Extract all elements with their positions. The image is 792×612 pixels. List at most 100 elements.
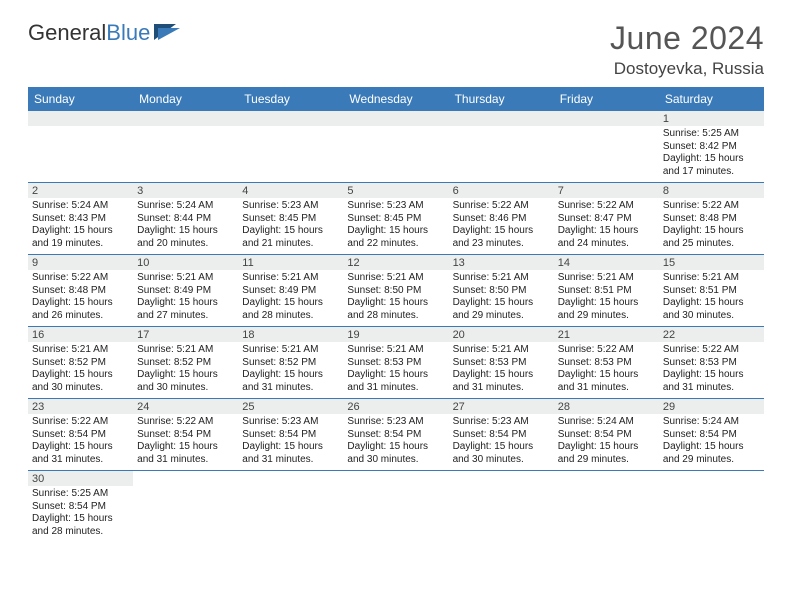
month-title: June 2024 bbox=[610, 20, 764, 57]
day-number: 17 bbox=[133, 327, 238, 342]
day-info: Sunrise: 5:23 AMSunset: 8:54 PMDaylight:… bbox=[347, 416, 444, 466]
sunset-line: Sunset: 8:45 PM bbox=[347, 213, 444, 226]
daylight-line: Daylight: 15 hours and 28 minutes. bbox=[242, 297, 339, 322]
location-label: Dostoyevka, Russia bbox=[610, 59, 764, 79]
day-number: 6 bbox=[449, 183, 554, 198]
daylight-line: Daylight: 15 hours and 26 minutes. bbox=[32, 297, 129, 322]
sunset-line: Sunset: 8:54 PM bbox=[663, 429, 760, 442]
sunset-line: Sunset: 8:52 PM bbox=[32, 357, 129, 370]
calendar-cell: 27Sunrise: 5:23 AMSunset: 8:54 PMDayligh… bbox=[449, 399, 554, 471]
calendar-cell: 3Sunrise: 5:24 AMSunset: 8:44 PMDaylight… bbox=[133, 183, 238, 255]
sunrise-line: Sunrise: 5:21 AM bbox=[663, 272, 760, 285]
calendar-cell: 8Sunrise: 5:22 AMSunset: 8:48 PMDaylight… bbox=[659, 183, 764, 255]
day-info: Sunrise: 5:21 AMSunset: 8:52 PMDaylight:… bbox=[32, 344, 129, 394]
sunrise-line: Sunrise: 5:24 AM bbox=[558, 416, 655, 429]
day-info: Sunrise: 5:22 AMSunset: 8:53 PMDaylight:… bbox=[558, 344, 655, 394]
brand-name-b: Blue bbox=[106, 20, 150, 45]
daylight-line: Daylight: 15 hours and 31 minutes. bbox=[242, 369, 339, 394]
day-number: 1 bbox=[659, 111, 764, 126]
day-info: Sunrise: 5:21 AMSunset: 8:50 PMDaylight:… bbox=[347, 272, 444, 322]
sunset-line: Sunset: 8:46 PM bbox=[453, 213, 550, 226]
day-info: Sunrise: 5:24 AMSunset: 8:54 PMDaylight:… bbox=[558, 416, 655, 466]
daylight-line: Daylight: 15 hours and 31 minutes. bbox=[137, 441, 234, 466]
calendar-cell: 11Sunrise: 5:21 AMSunset: 8:49 PMDayligh… bbox=[238, 255, 343, 327]
calendar-cell-empty bbox=[554, 471, 659, 543]
weekday-header: Thursday bbox=[449, 87, 554, 111]
daylight-line: Daylight: 15 hours and 23 minutes. bbox=[453, 225, 550, 250]
weekday-header: Friday bbox=[554, 87, 659, 111]
daylight-line: Daylight: 15 hours and 31 minutes. bbox=[663, 369, 760, 394]
day-number: 18 bbox=[238, 327, 343, 342]
sunset-line: Sunset: 8:53 PM bbox=[663, 357, 760, 370]
brand-name: GeneralBlue bbox=[28, 20, 150, 46]
daylight-line: Daylight: 15 hours and 31 minutes. bbox=[32, 441, 129, 466]
daylight-line: Daylight: 15 hours and 19 minutes. bbox=[32, 225, 129, 250]
sunset-line: Sunset: 8:52 PM bbox=[242, 357, 339, 370]
day-number: 23 bbox=[28, 399, 133, 414]
calendar-body: 1Sunrise: 5:25 AMSunset: 8:42 PMDaylight… bbox=[28, 111, 764, 542]
calendar-cell-empty bbox=[133, 111, 238, 183]
day-number-empty bbox=[554, 111, 659, 126]
sunset-line: Sunset: 8:54 PM bbox=[32, 501, 129, 514]
daylight-line: Daylight: 15 hours and 30 minutes. bbox=[347, 441, 444, 466]
calendar-cell: 14Sunrise: 5:21 AMSunset: 8:51 PMDayligh… bbox=[554, 255, 659, 327]
sunrise-line: Sunrise: 5:23 AM bbox=[453, 416, 550, 429]
sunrise-line: Sunrise: 5:25 AM bbox=[663, 128, 760, 141]
day-info: Sunrise: 5:21 AMSunset: 8:49 PMDaylight:… bbox=[242, 272, 339, 322]
daylight-line: Daylight: 15 hours and 22 minutes. bbox=[347, 225, 444, 250]
calendar-cell-empty bbox=[659, 471, 764, 543]
day-info: Sunrise: 5:21 AMSunset: 8:52 PMDaylight:… bbox=[137, 344, 234, 394]
daylight-line: Daylight: 15 hours and 24 minutes. bbox=[558, 225, 655, 250]
day-number-empty bbox=[449, 111, 554, 126]
sunset-line: Sunset: 8:49 PM bbox=[242, 285, 339, 298]
daylight-line: Daylight: 15 hours and 31 minutes. bbox=[347, 369, 444, 394]
day-number: 4 bbox=[238, 183, 343, 198]
sunset-line: Sunset: 8:54 PM bbox=[137, 429, 234, 442]
sunset-line: Sunset: 8:50 PM bbox=[347, 285, 444, 298]
day-info: Sunrise: 5:23 AMSunset: 8:45 PMDaylight:… bbox=[242, 200, 339, 250]
day-number: 5 bbox=[343, 183, 448, 198]
calendar-cell: 13Sunrise: 5:21 AMSunset: 8:50 PMDayligh… bbox=[449, 255, 554, 327]
calendar-cell: 29 Sunrise: 5:24 AMSunset: 8:54 PMDayligh… bbox=[659, 399, 764, 471]
calendar-cell: 30Sunrise: 5:25 AMSunset: 8:54 PMDayligh… bbox=[28, 471, 133, 543]
calendar-cell-empty bbox=[554, 111, 659, 183]
weekday-header: Tuesday bbox=[238, 87, 343, 111]
day-number: 9 bbox=[28, 255, 133, 270]
day-info: Sunrise: 5:23 AMSunset: 8:54 PMDaylight:… bbox=[242, 416, 339, 466]
day-info: Sunrise: 5:24 AMSunset: 8:54 PMDaylight:… bbox=[663, 416, 760, 466]
sunrise-line: Sunrise: 5:22 AM bbox=[137, 416, 234, 429]
calendar-row: 23Sunrise: 5:22 AMSunset: 8:54 PMDayligh… bbox=[28, 399, 764, 471]
calendar-cell: 7Sunrise: 5:22 AMSunset: 8:47 PMDaylight… bbox=[554, 183, 659, 255]
title-block: June 2024 Dostoyevka, Russia bbox=[610, 20, 764, 79]
sunset-line: Sunset: 8:51 PM bbox=[558, 285, 655, 298]
daylight-line: Daylight: 15 hours and 30 minutes. bbox=[137, 369, 234, 394]
sunset-line: Sunset: 8:54 PM bbox=[32, 429, 129, 442]
sunrise-line: Sunrise: 5:23 AM bbox=[242, 416, 339, 429]
day-info: Sunrise: 5:21 AMSunset: 8:49 PMDaylight:… bbox=[137, 272, 234, 322]
sunset-line: Sunset: 8:51 PM bbox=[663, 285, 760, 298]
daylight-line: Daylight: 15 hours and 31 minutes. bbox=[558, 369, 655, 394]
sunrise-line: Sunrise: 5:22 AM bbox=[663, 200, 760, 213]
sunset-line: Sunset: 8:44 PM bbox=[137, 213, 234, 226]
daylight-line: Daylight: 15 hours and 31 minutes. bbox=[242, 441, 339, 466]
sunset-line: Sunset: 8:54 PM bbox=[242, 429, 339, 442]
sunset-line: Sunset: 8:47 PM bbox=[558, 213, 655, 226]
day-number: 29 bbox=[659, 399, 764, 414]
day-info: Sunrise: 5:22 AMSunset: 8:47 PMDaylight:… bbox=[558, 200, 655, 250]
sunset-line: Sunset: 8:45 PM bbox=[242, 213, 339, 226]
sunrise-line: Sunrise: 5:22 AM bbox=[558, 344, 655, 357]
daylight-line: Daylight: 15 hours and 30 minutes. bbox=[453, 441, 550, 466]
calendar-row: 30Sunrise: 5:25 AMSunset: 8:54 PMDayligh… bbox=[28, 471, 764, 543]
day-number-empty bbox=[133, 111, 238, 126]
calendar-cell: 26Sunrise: 5:23 AMSunset: 8:54 PMDayligh… bbox=[343, 399, 448, 471]
sunset-line: Sunset: 8:54 PM bbox=[347, 429, 444, 442]
weekday-header-row: SundayMondayTuesdayWednesdayThursdayFrid… bbox=[28, 87, 764, 111]
sunset-line: Sunset: 8:52 PM bbox=[137, 357, 234, 370]
sunrise-line: Sunrise: 5:22 AM bbox=[32, 272, 129, 285]
day-number: 21 bbox=[554, 327, 659, 342]
day-info: Sunrise: 5:21 AMSunset: 8:53 PMDaylight:… bbox=[453, 344, 550, 394]
calendar-cell: 28Sunrise: 5:24 AMSunset: 8:54 PMDayligh… bbox=[554, 399, 659, 471]
daylight-line: Daylight: 15 hours and 31 minutes. bbox=[453, 369, 550, 394]
day-number: 3 bbox=[133, 183, 238, 198]
sunset-line: Sunset: 8:48 PM bbox=[32, 285, 129, 298]
